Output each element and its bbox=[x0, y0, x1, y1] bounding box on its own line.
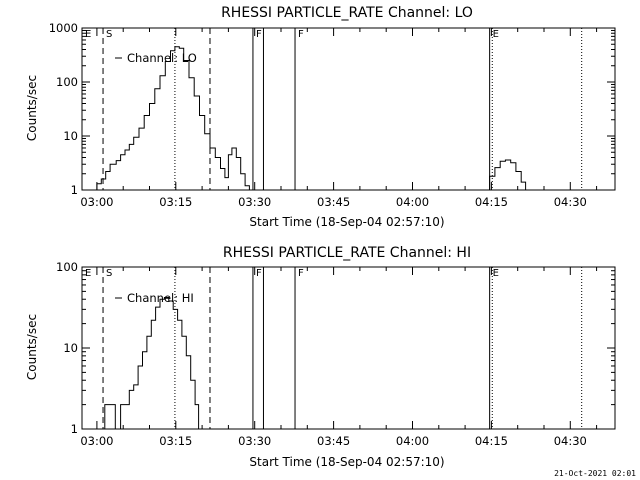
y-tick-label: 1000 bbox=[49, 21, 78, 35]
x-tick-label: 04:00 bbox=[396, 434, 429, 448]
plot-frame bbox=[81, 266, 616, 430]
event-marker-label: F bbox=[298, 29, 304, 40]
series-line bbox=[484, 159, 527, 191]
x-tick-label: 04:30 bbox=[554, 195, 587, 209]
x-axis-label: Start Time (18-Sep-04 02:57:10) bbox=[249, 215, 444, 229]
x-tick-label: 03:30 bbox=[238, 195, 271, 209]
y-tick-label: 1 bbox=[71, 183, 78, 197]
x-tick-label: 03:00 bbox=[80, 195, 113, 209]
y-tick-label: 100 bbox=[56, 260, 78, 274]
y-tick-label: 1 bbox=[71, 422, 78, 436]
x-tick-label: 03:45 bbox=[317, 434, 350, 448]
x-tick-label: 03:15 bbox=[159, 434, 192, 448]
legend-entry: Channel: LO bbox=[127, 51, 197, 65]
x-tick-label: 04:30 bbox=[554, 434, 587, 448]
y-axis-label: Counts/sec bbox=[25, 75, 39, 141]
event-marker-label: S bbox=[106, 29, 112, 40]
y-axis-label: Counts/sec bbox=[25, 314, 39, 380]
chart-panel-lo: RHESSI PARTICLE_RATE Channel: LO Start T… bbox=[25, 5, 616, 229]
event-marker-label: E bbox=[493, 29, 499, 40]
x-tick-label: 03:30 bbox=[238, 434, 271, 448]
event-marker-label: F bbox=[256, 29, 262, 40]
x-tick-label: 04:00 bbox=[396, 195, 429, 209]
series-line bbox=[102, 297, 200, 430]
event-marker-label: F bbox=[256, 268, 262, 279]
x-tick-label: 04:15 bbox=[475, 434, 508, 448]
legend-entry: Channel: HI bbox=[127, 291, 194, 305]
chart-panel-hi: RHESSI PARTICLE_RATE Channel: HI Start T… bbox=[25, 245, 616, 469]
generation-timestamp: 21-Oct-2021 02:01 bbox=[554, 469, 636, 478]
plot-frame bbox=[81, 27, 616, 191]
legend: Channel: HI bbox=[115, 291, 194, 305]
x-axis-label: Start Time (18-Sep-04 02:57:10) bbox=[249, 455, 444, 469]
y-tick-label: 10 bbox=[63, 341, 78, 355]
x-tick-label: 03:45 bbox=[317, 195, 350, 209]
x-tick-label: 03:15 bbox=[159, 195, 192, 209]
event-marker-label: E bbox=[85, 268, 91, 279]
event-marker-label: S bbox=[106, 268, 112, 279]
y-tick-label: 10 bbox=[63, 129, 78, 143]
event-marker-label: E bbox=[493, 268, 499, 279]
y-tick-label: 100 bbox=[56, 75, 78, 89]
legend: Channel: LO bbox=[115, 51, 197, 65]
chart-title: RHESSI PARTICLE_RATE Channel: LO bbox=[221, 5, 473, 21]
series-line bbox=[90, 46, 250, 191]
chart-title: RHESSI PARTICLE_RATE Channel: HI bbox=[223, 245, 471, 261]
x-tick-label: 03:00 bbox=[80, 434, 113, 448]
event-marker-label: F bbox=[298, 268, 304, 279]
x-tick-label: 04:15 bbox=[475, 195, 508, 209]
event-marker-label: E bbox=[85, 29, 91, 40]
